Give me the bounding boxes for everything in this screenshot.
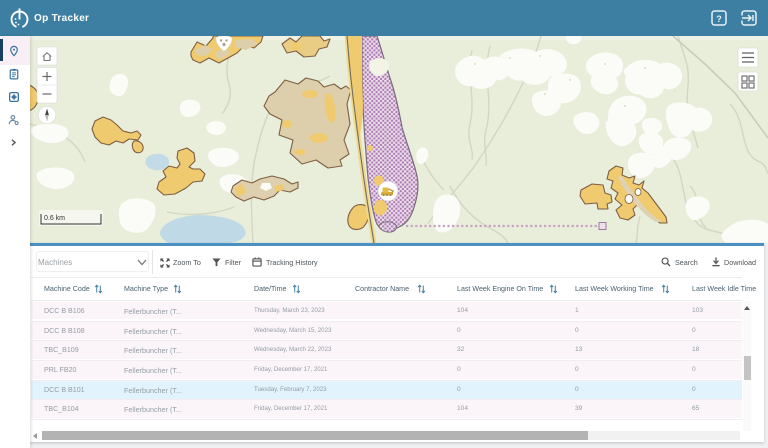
svg-text:?: ? — [716, 14, 722, 24]
svg-text:0.6 km: 0.6 km — [44, 215, 65, 222]
